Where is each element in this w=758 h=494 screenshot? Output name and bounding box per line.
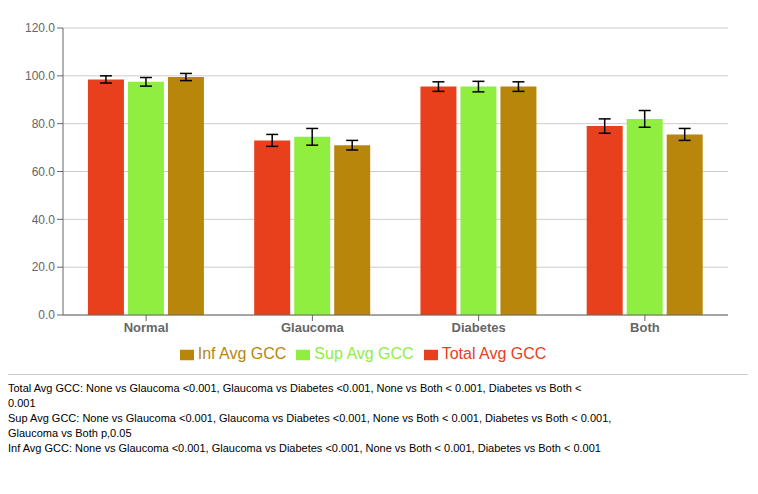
svg-text:80.0: 80.0 — [32, 117, 56, 131]
svg-text:0.0: 0.0 — [38, 308, 55, 322]
svg-text:20.0: 20.0 — [32, 260, 56, 274]
svg-text:120.0: 120.0 — [25, 21, 55, 35]
svg-text:Normal: Normal — [124, 320, 169, 335]
svg-text:Glaucoma: Glaucoma — [281, 320, 345, 335]
html-text:Sup Avg GCC: Sup Avg GCC — [314, 345, 414, 362]
html-text:Total Avg GCC: None vs Glaucom: Total Avg GCC: None vs Glaucoma <0.001, … — [8, 382, 582, 394]
svg-text:100.0: 100.0 — [25, 69, 55, 83]
html-text:0.001: 0.001 — [8, 397, 36, 409]
svg-text:40.0: 40.0 — [32, 213, 56, 227]
html-text:Sup Avg GCC: None vs Glaucoma: Sup Avg GCC: None vs Glaucoma <0.001, Gl… — [8, 412, 612, 424]
svg-text:Diabetes: Diabetes — [452, 320, 506, 335]
html-text:Glaucoma vs Both p,0.05: Glaucoma vs Both p,0.05 — [8, 427, 132, 439]
svg-text:60.0: 60.0 — [32, 165, 56, 179]
html-text:Inf Avg GCC: Inf Avg GCC — [197, 345, 287, 362]
html-text:Inf Avg GCC: None vs Glaucoma: Inf Avg GCC: None vs Glaucoma <0.001, Gl… — [8, 442, 601, 454]
html-text:Total Avg GCC: Total Avg GCC — [441, 345, 547, 362]
svg-text:Both: Both — [630, 320, 660, 335]
